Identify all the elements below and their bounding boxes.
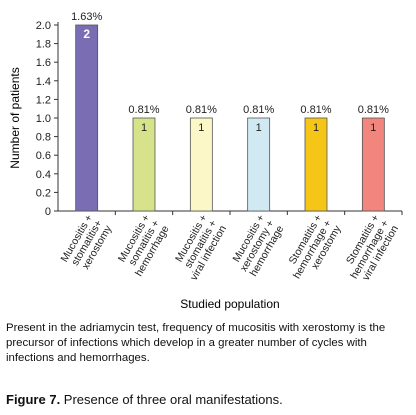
bar-value-label: 1 [198, 122, 204, 134]
bar-percent-label: 0.81% [128, 104, 159, 116]
chart-labels: 1.63% 2 Mucositis +stomatitis+xerostomy 0.8… [58, 11, 401, 287]
x-axis-label: Studied population [180, 297, 279, 311]
bar-percent-label: 1.63% [71, 11, 102, 23]
y-tick-label: 0.8 [36, 132, 51, 144]
bar-percent-label: 0.81% [300, 104, 331, 116]
bar-chart: 0 0.2 0.4 0.6 0.8 1.0 1.2 1.4 1.6 1.8 2.0 1.63% 2 Mu… [8, 11, 403, 311]
y-tick-label: 2.0 [36, 20, 51, 32]
bar-value-label: 1 [141, 122, 147, 134]
y-tick-label: 1.6 [36, 57, 51, 69]
x-tick-label: Stomatitis +hemorrhage +xerostomy [281, 212, 344, 287]
y-tick-label: 1.0 [36, 113, 51, 125]
bar-percent-label: 0.81% [243, 104, 274, 116]
y-tick-label: 0.4 [36, 169, 51, 181]
chart-axes: 0 0.2 0.4 0.6 0.8 1.0 1.2 1.4 1.6 1.8 2.0 [36, 20, 403, 218]
figure-caption: Present in the adriamycin test, frequenc… [6, 322, 386, 364]
y-tick-label: 0 [45, 206, 51, 218]
bar [304, 117, 328, 212]
figure-title: Presence of three oral manifestations. [60, 392, 283, 407]
y-tick-label: 1.2 [36, 94, 51, 106]
y-tick-label: 1.8 [36, 39, 51, 51]
bar-value-label: 1 [370, 122, 376, 134]
figure-label: Figure 7. [6, 392, 61, 407]
y-tick-label: 1.4 [36, 76, 51, 88]
bar-percent-label: 0.81% [186, 104, 217, 116]
y-tick-label: 0.6 [36, 150, 51, 162]
bar-percent-label: 0.81% [358, 104, 389, 116]
chart-bars [75, 24, 385, 212]
x-tick-label: Mucositis +somatitis +hemorrhage [114, 212, 172, 278]
y-tick-label: 0.2 [36, 187, 51, 199]
bar [247, 117, 271, 212]
bar-value-label: 1 [313, 122, 319, 134]
bar [132, 117, 156, 212]
x-tick-label: Mucositis +stomatitis+xerostomy [58, 212, 114, 275]
bar [189, 117, 213, 212]
bar-value-label: 1 [256, 122, 262, 134]
y-axis-label: Number of patients [8, 67, 22, 168]
x-tick-label: Mucositis +stomatitis +viral infection [169, 212, 229, 282]
bar-value-label: 2 [83, 27, 90, 41]
bar [361, 117, 385, 212]
bar [75, 24, 99, 212]
x-tick-label: Stomatitis +hemorrhage +viral infection [339, 212, 401, 286]
figure-title-line: Figure 7. Presence of three oral manifes… [6, 392, 283, 407]
x-tick-label: Mucositis +xerostomy +hemorrhage [228, 212, 286, 279]
